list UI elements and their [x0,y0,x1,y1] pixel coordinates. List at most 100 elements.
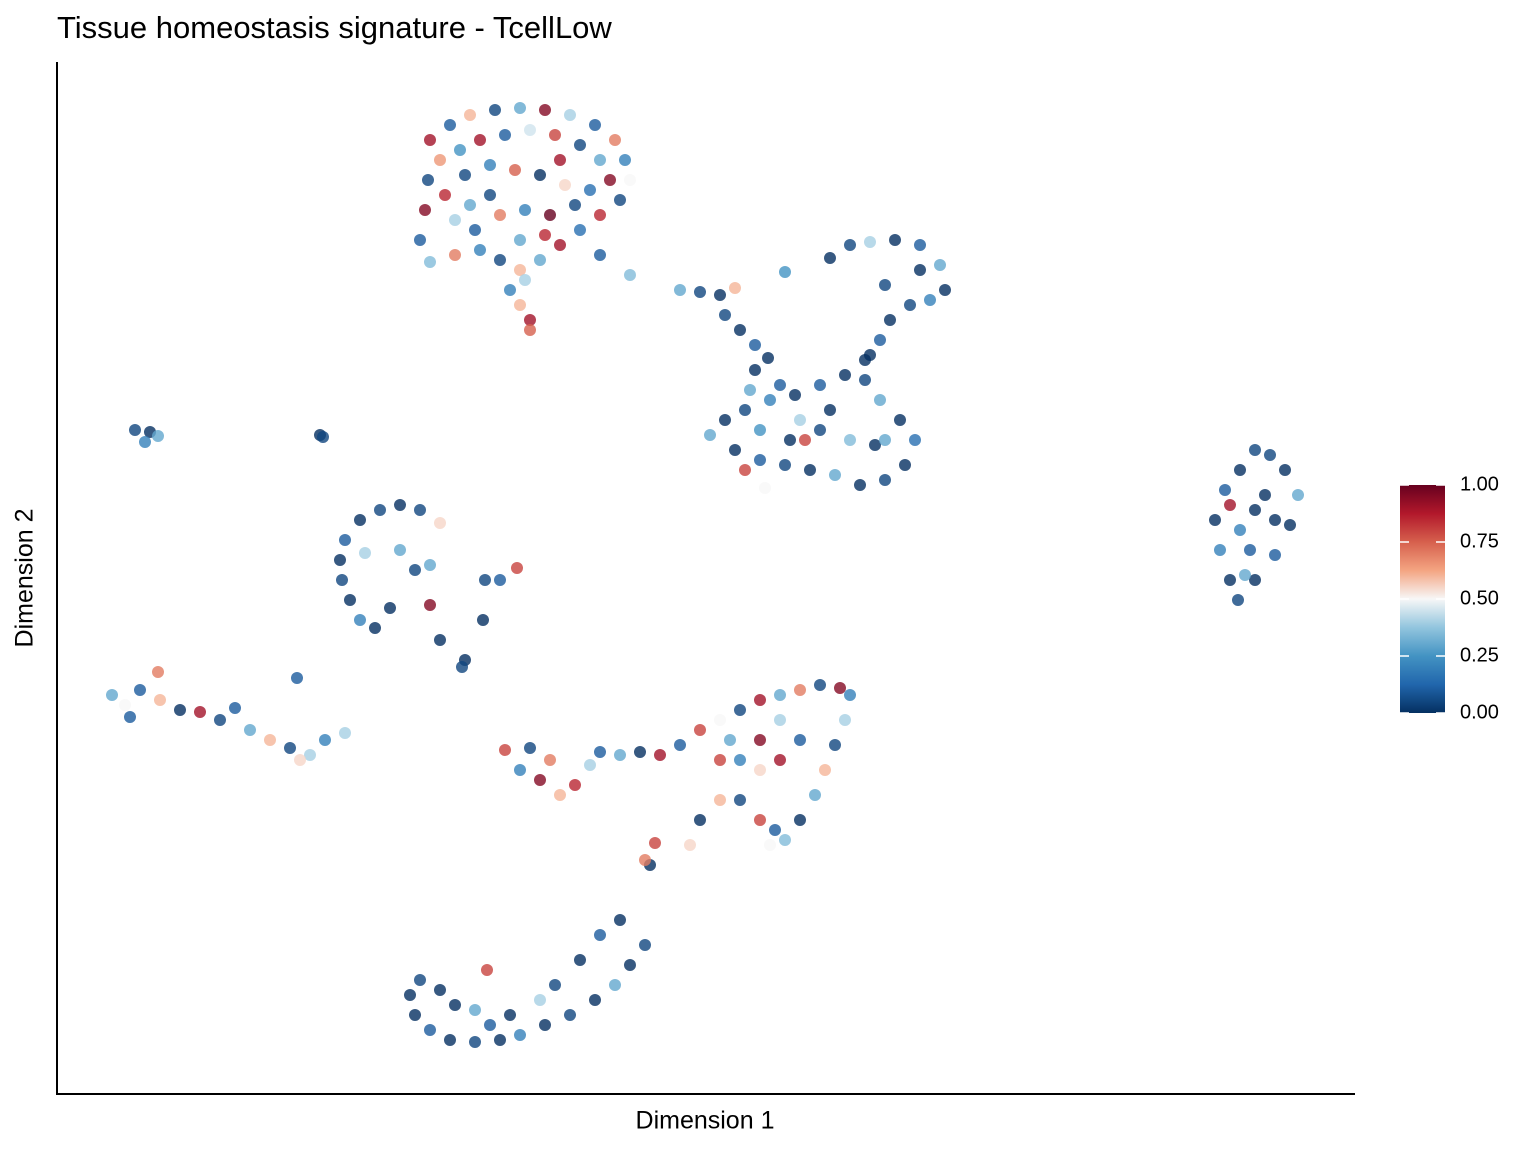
point [824,252,836,264]
point [444,119,456,131]
point [394,499,406,511]
point [724,734,736,746]
point [1249,504,1261,516]
point [889,234,901,246]
point [589,119,601,131]
point [754,734,766,746]
point [574,139,586,151]
point [554,789,566,801]
point [859,354,871,366]
point [284,742,296,754]
point [414,234,426,246]
point [844,434,856,446]
point [604,174,616,186]
point [509,164,521,176]
point [1239,569,1251,581]
point [894,414,906,426]
point [499,744,511,756]
point [484,189,496,201]
point [559,179,571,191]
point [824,404,836,416]
point [774,379,786,391]
point [1234,464,1246,476]
point [484,159,496,171]
point [474,244,486,256]
point [734,754,746,766]
point [574,954,586,966]
point [514,102,526,114]
point [764,839,776,851]
point [464,199,476,211]
point [1284,519,1296,531]
point [384,602,396,614]
point [554,239,566,251]
point [424,256,436,268]
point [336,574,348,586]
point [844,689,856,701]
point [124,711,136,723]
point [869,439,881,451]
point [594,209,606,221]
point [649,837,661,849]
point [534,994,546,1006]
point [456,661,468,673]
point [504,284,516,296]
point [422,174,434,186]
point [414,504,426,516]
point [489,104,501,116]
colorbar-tick-label: 0.25 [1460,644,1499,666]
point [484,1019,496,1031]
point [794,734,806,746]
point [139,436,151,448]
points [106,102,1304,1048]
point [469,1036,481,1048]
point [829,469,841,481]
point [1214,544,1226,556]
point [499,129,511,141]
point [454,144,466,156]
point [1244,544,1256,556]
point [674,739,686,751]
point [494,574,506,586]
point [1269,549,1281,561]
chart-title: Tissue homeostasis signature - TcellLow [57,10,612,45]
point [539,1019,551,1031]
point [514,1029,526,1041]
point [714,289,726,301]
point [514,764,526,776]
point [874,394,886,406]
point [229,702,241,714]
point [874,334,886,346]
point [814,379,826,391]
point [794,684,806,696]
point [779,834,791,846]
point [494,254,506,266]
point [694,724,706,736]
point [624,959,636,971]
point [839,369,851,381]
point [714,714,726,726]
point [1209,514,1221,526]
point [434,154,446,166]
point [1249,574,1261,586]
point [129,424,141,436]
point [914,239,926,251]
point [934,259,946,271]
point [539,229,551,241]
point [494,1034,506,1046]
point [554,154,566,166]
point [1279,464,1291,476]
point [479,574,491,586]
point [469,224,481,236]
point [899,459,911,471]
point [434,517,446,529]
point [754,454,766,466]
point [534,169,546,181]
point [504,1009,516,1021]
point [729,444,741,456]
point [704,429,716,441]
point [609,979,621,991]
point [799,434,811,446]
point [319,734,331,746]
